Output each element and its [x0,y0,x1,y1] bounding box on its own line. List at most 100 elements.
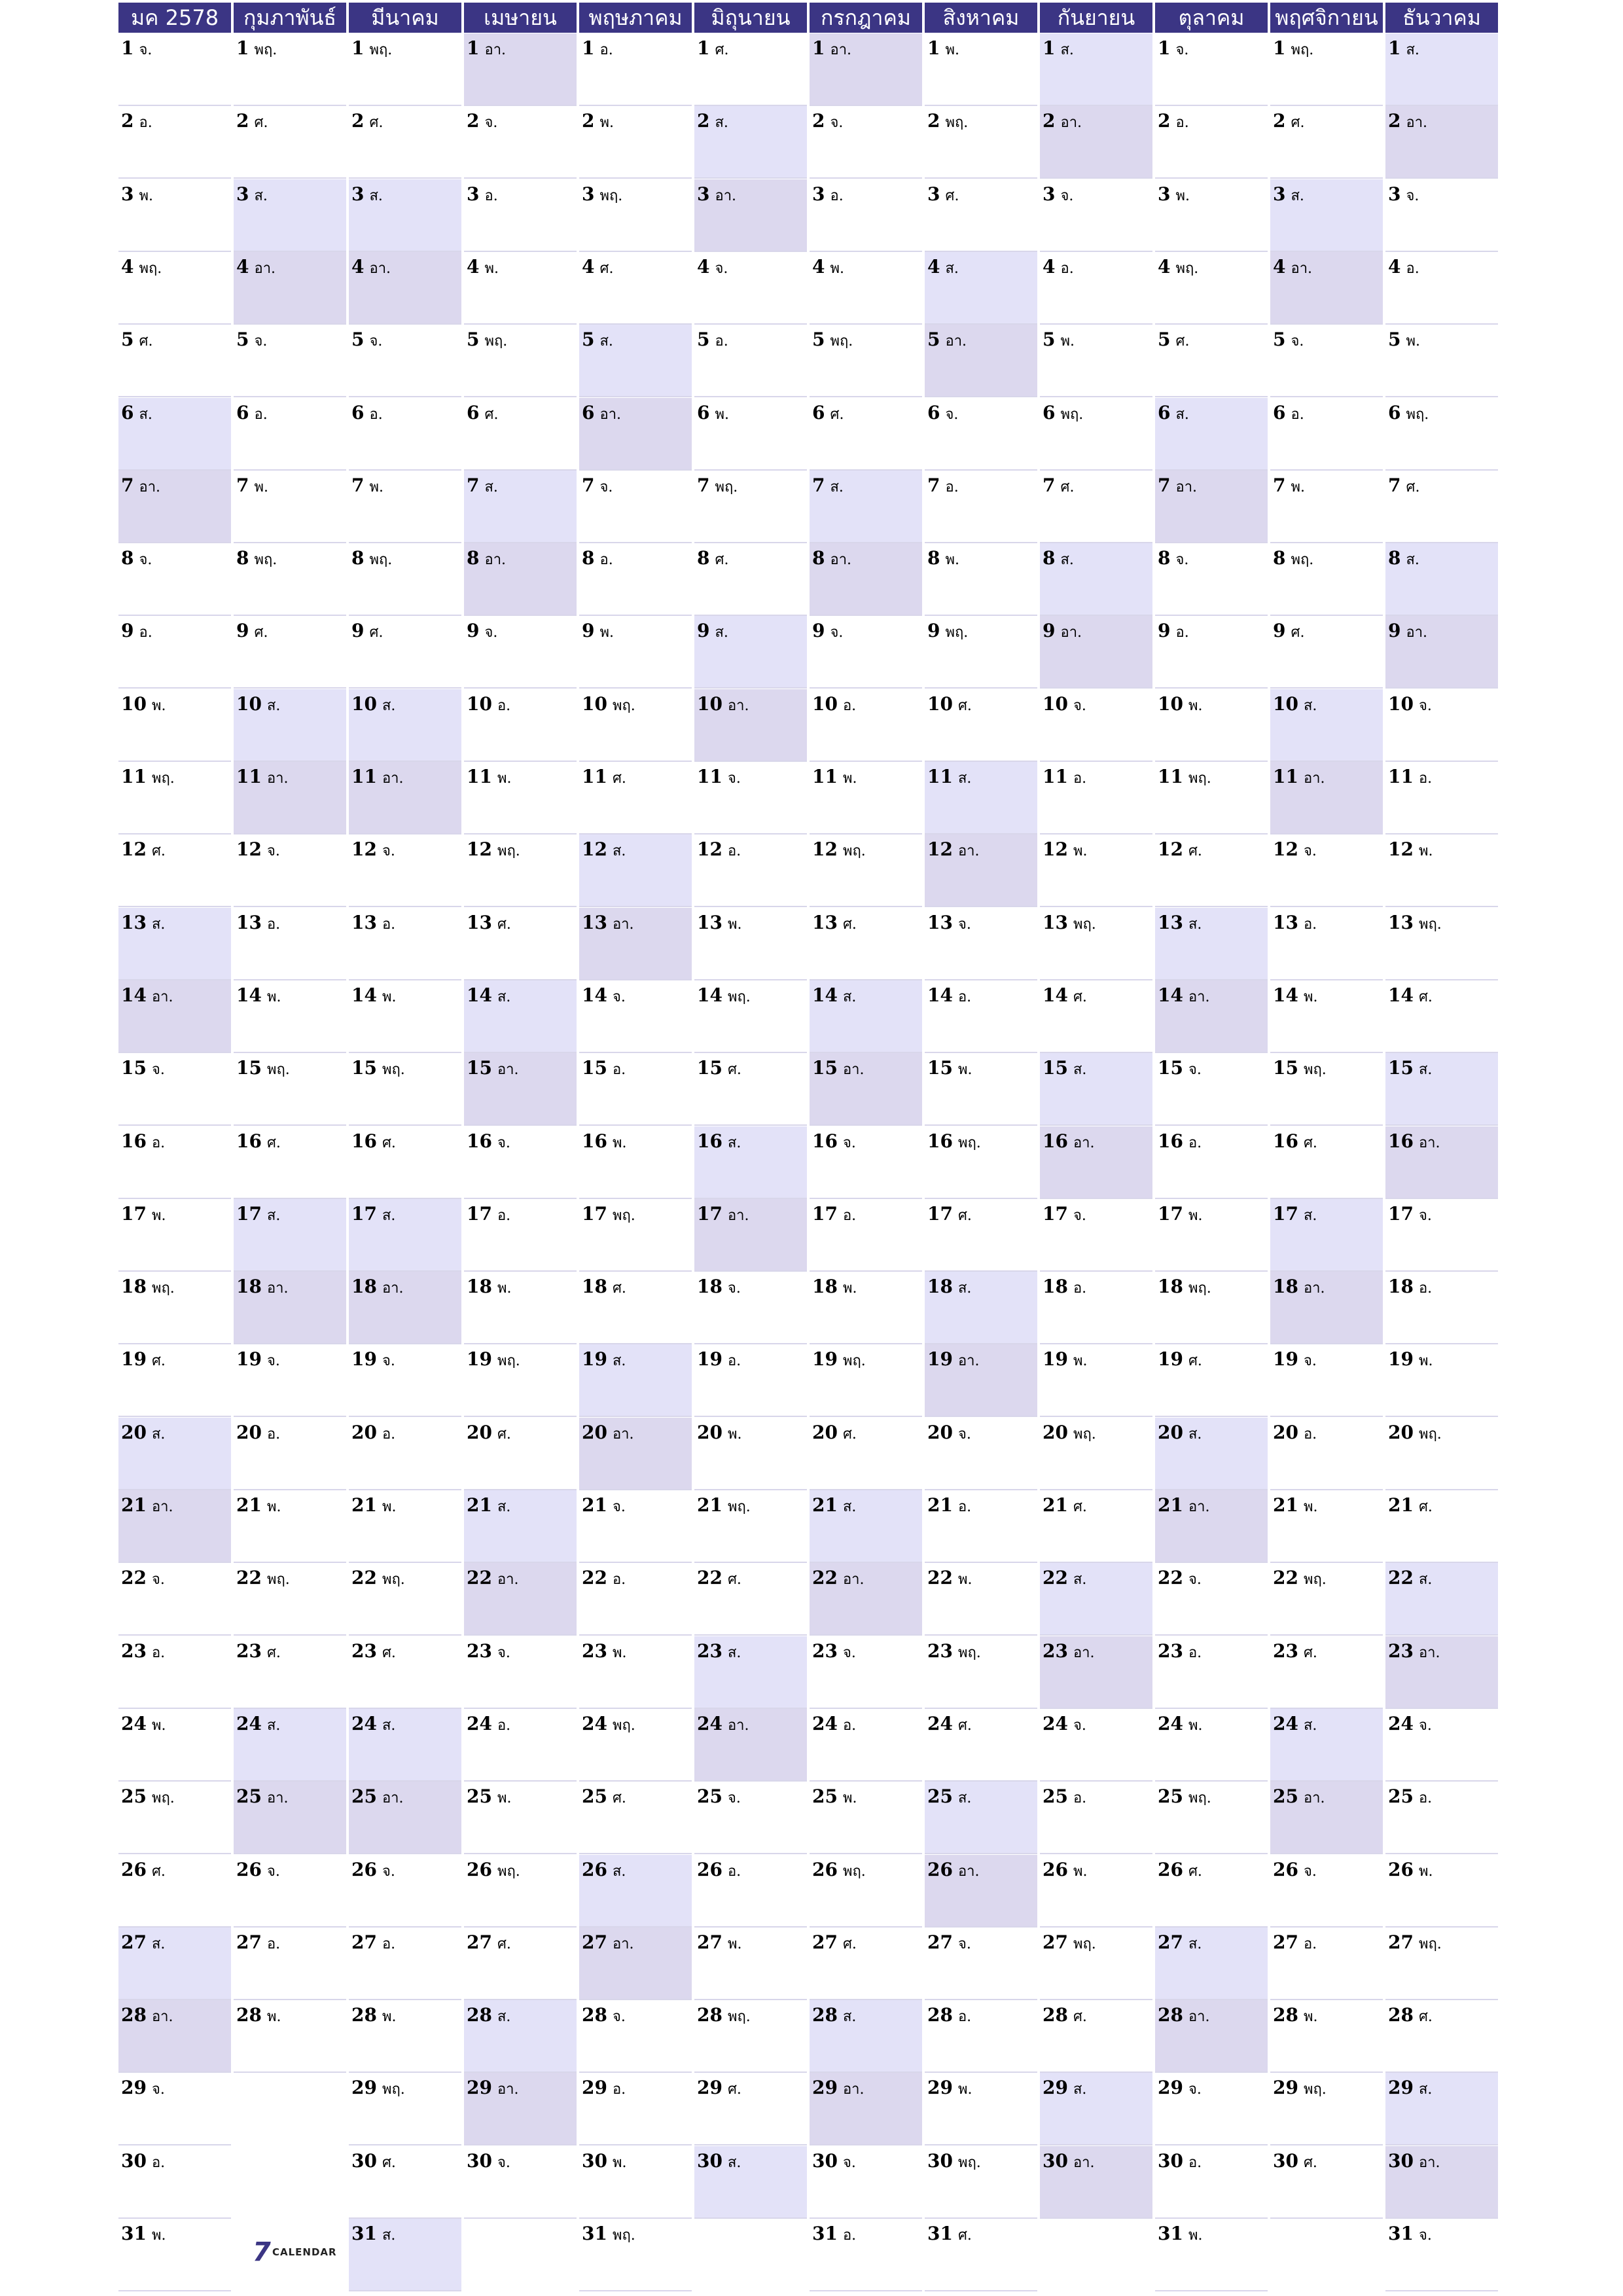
day-label: 21 พ. [351,1494,396,1518]
day-cell: 8 ศ. [694,543,807,617]
weekday-abbr: พฤ. [612,697,635,714]
day-label: 11 พฤ. [121,766,175,789]
day-number: 2 [697,110,710,132]
day-cell: 21 อ. [925,1490,1037,1563]
day-cell: 6 ส. [118,397,231,471]
day-cell: 18 อา. [1270,1272,1383,1345]
weekday-abbr: พ. [957,1062,972,1079]
day-cell: 15 อา. [810,1053,922,1126]
day-number: 13 [582,911,607,933]
weekday-abbr: จ. [1303,843,1317,860]
day-label: 15 พ. [927,1057,972,1081]
day-label: 26 จ. [236,1859,280,1882]
day-label: 20 ส. [1158,1422,1202,1445]
day-number: 2 [927,110,940,132]
weekday-abbr: ศ. [254,624,268,641]
day-label: 6 อา. [582,402,621,425]
day-number: 4 [812,255,825,278]
weekday-abbr: จ. [254,333,268,350]
day-number: 23 [1158,1640,1183,1662]
day-label: 27 จ. [927,1931,971,1955]
day-label: 27 อ. [236,1931,280,1955]
weekday-abbr: อา. [1418,2154,1440,2171]
weekday-abbr: พ. [382,2009,397,2026]
day-cell: 1 อ. [579,33,692,106]
weekday-abbr: ส. [266,697,281,714]
weekday-abbr: อา. [957,1353,980,1370]
weekday-abbr: อา. [715,187,737,204]
day-label: 18 จ. [697,1276,741,1299]
day-label: 20 จ. [927,1422,971,1445]
day-cell: 15 พฤ. [234,1053,346,1126]
day-number: 8 [697,547,710,569]
weekday-abbr: พฤ. [1418,1935,1442,1952]
weekday-abbr: อา. [1073,1644,1095,1661]
day-number: 3 [1043,183,1056,205]
day-cell: 27 ส. [1155,1927,1268,2000]
day-number: 17 [121,1202,147,1225]
day-number: 13 [927,911,953,933]
day-label: 4 พฤ. [121,256,162,279]
weekday-abbr: อา. [612,1426,634,1443]
day-number: 14 [236,984,262,1006]
day-number: 20 [121,1421,147,1443]
weekday-abbr: ส. [1303,697,1317,714]
day-number: 11 [1273,766,1298,787]
weekday-abbr: พฤ. [612,1717,635,1734]
day-number: 6 [1158,401,1171,423]
day-cell: 14 พ. [349,980,461,1053]
day-number: 14 [812,984,838,1006]
weekday-abbr: พ. [957,2081,972,2098]
day-cell: 10 อ. [810,689,922,762]
day-cell: 18 อา. [349,1272,461,1345]
day-cell: 29 พ. [925,2073,1037,2146]
day-number: 20 [1388,1421,1414,1443]
weekday-abbr: จ. [612,1499,626,1515]
day-cell: 6 จ. [925,398,1037,471]
weekday-abbr: ส. [842,988,857,1005]
day-number: 7 [1273,474,1286,496]
day-label: 6 พ. [697,402,729,425]
weekday-abbr: อา. [1303,1280,1325,1297]
weekday-abbr: อ. [266,1426,281,1443]
day-label: 22 ศ. [697,1567,741,1590]
day-label: 30 จ. [467,2150,510,2174]
day-label: 13 ส. [121,912,165,935]
day-cell: 1 ศ. [694,33,807,106]
day-number: 5 [467,329,480,351]
day-cell: 2 อา. [1040,106,1152,179]
day-number: 7 [927,474,940,496]
day-number: 28 [351,2004,377,2026]
weekday-abbr: ศ. [842,916,857,933]
day-label: 3 พ. [121,183,153,207]
day-label: 8 อา. [467,547,506,571]
weekday-abbr: พ. [1418,1353,1433,1370]
weekday-abbr: อา. [1060,624,1082,641]
weekday-abbr: ส. [957,1790,972,1807]
weekday-abbr: จ. [497,1134,510,1151]
day-cell: 9 จ. [810,616,922,689]
weekday-abbr: อา. [151,988,173,1005]
weekday-abbr: อา. [139,478,161,495]
day-label: 6 จ. [927,402,958,425]
day-cell: 18 อา. [234,1272,346,1345]
weekday-abbr: จ. [382,1863,395,1880]
weekday-abbr: อ. [1073,770,1087,787]
day-cell: 26 อ. [694,1855,807,1928]
day-cell: 20 พฤ. [1385,1418,1498,1490]
weekday-abbr: จ. [266,1353,280,1370]
day-label: 14 พฤ. [697,984,751,1008]
day-cell: 29 ส. [1385,2073,1498,2146]
day-number: 10 [927,692,953,715]
day-cell: 26 พ. [1385,1855,1498,1928]
day-number: 9 [812,620,825,642]
day-label: 27 ส. [1158,1931,1202,1955]
day-label: 14 อา. [121,984,173,1008]
logo-mark: 7 [253,2237,271,2267]
day-cell: 27 พ. [694,1928,807,2000]
weekday-abbr: พฤ. [151,1790,175,1807]
weekday-abbr: พฤ. [382,1571,405,1588]
day-label: 22 พ. [927,1567,972,1590]
day-number: 11 [236,766,262,787]
month-column: พฤศจิกายน 1 พฤ. 2 ศ. 3 ส. 4 อา. 5 จ. 6 อ. 7 พ. 8 พฤ. 9 ศ. 1… [1270,0,1383,2296]
